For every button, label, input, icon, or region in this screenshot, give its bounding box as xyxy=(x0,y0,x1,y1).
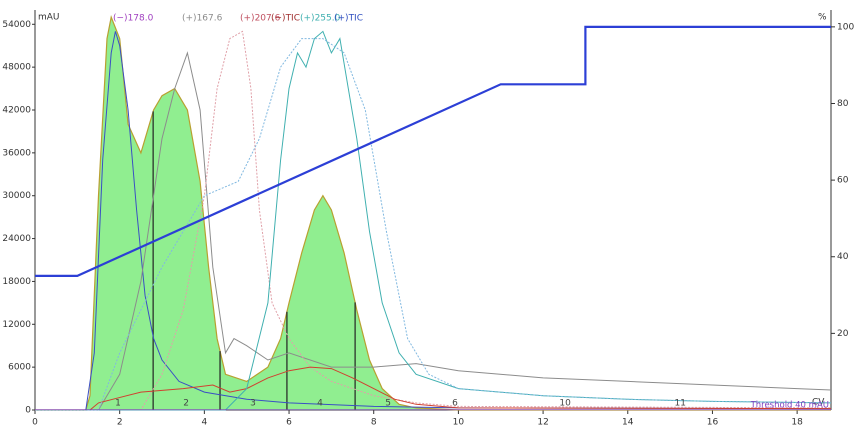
ms-trace xyxy=(35,30,832,411)
fraction-label: 5 xyxy=(385,399,391,409)
x-tick-label: 0 xyxy=(32,418,38,428)
x-tick-label: 12 xyxy=(537,418,548,428)
fraction-label: 10 xyxy=(559,399,571,409)
x-tick-label: 6 xyxy=(286,418,292,428)
y2-tick-label: 100 xyxy=(837,22,854,32)
y-tick-label: 54000 xyxy=(2,20,31,30)
y-tick-label: 30000 xyxy=(2,191,31,201)
legend-label: (+)TIC xyxy=(334,14,363,24)
gradient-line xyxy=(35,25,831,277)
y-tick-label: 0 xyxy=(25,406,31,416)
fraction-label: 4 xyxy=(317,399,323,409)
fraction-label: 6 xyxy=(452,399,458,409)
x-tick-label: 8 xyxy=(371,418,377,428)
y2-tick-label: 40 xyxy=(837,252,849,262)
y-tick-label: 42000 xyxy=(2,106,31,116)
fraction-label: 1 xyxy=(115,399,121,409)
x-tick-label: 18 xyxy=(791,418,803,428)
y-tick-label: 36000 xyxy=(2,148,31,158)
y-tick-label: 12000 xyxy=(2,320,31,330)
y2-tick-label: 20 xyxy=(837,329,849,339)
y2-tick-label: 80 xyxy=(837,99,849,109)
legend-label: (−)TIC xyxy=(271,14,300,24)
x-tick-label: 2 xyxy=(117,418,123,428)
y-tick-label: 18000 xyxy=(2,277,31,287)
fraction-label: 3 xyxy=(250,399,256,409)
y-tick-label: 48000 xyxy=(2,63,31,73)
ms-trace xyxy=(35,366,832,411)
y-unit: mAU xyxy=(38,13,60,23)
y-tick-label: 24000 xyxy=(2,234,31,244)
ms-trace xyxy=(35,51,832,411)
ms-trace xyxy=(35,30,832,411)
uv-area xyxy=(35,14,831,411)
legend-label: (−)178.0 xyxy=(113,14,154,24)
ms-trace xyxy=(35,31,832,411)
fraction-label: 11 xyxy=(675,399,686,409)
y2-unit: % xyxy=(818,13,827,23)
x-tick-label: 16 xyxy=(707,418,719,428)
x-tick-label: 10 xyxy=(453,418,465,428)
x-tick-label: 14 xyxy=(622,418,634,428)
threshold-label: Threshold 40 mAU xyxy=(750,401,829,411)
x-tick-label: 4 xyxy=(201,418,207,428)
legend-label: (+)255.0 xyxy=(300,14,341,24)
y-tick-label: 6000 xyxy=(8,363,31,373)
fraction-label: 2 xyxy=(183,399,189,409)
legend-label: (+)207.6 xyxy=(240,14,281,24)
legend-label: (+)167.6 xyxy=(182,14,223,24)
y2-tick-label: 60 xyxy=(837,176,849,186)
